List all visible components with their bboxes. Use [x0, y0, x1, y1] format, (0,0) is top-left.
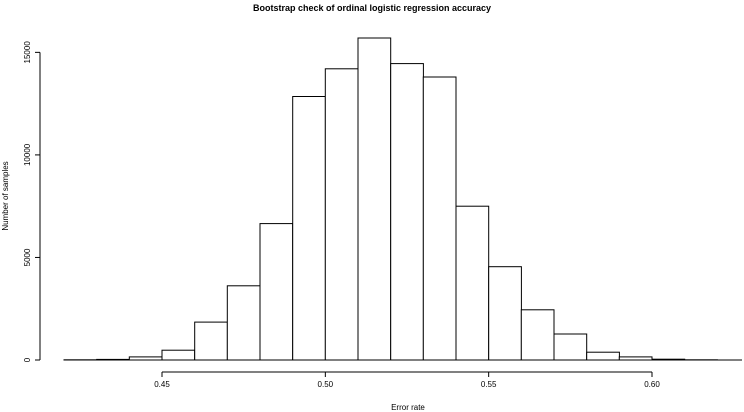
- y-axis: 0 5000 10000 15000: [23, 41, 41, 362]
- y-tick-label: 10000: [23, 143, 32, 166]
- x-tick-label: 0.60: [644, 380, 660, 389]
- y-axis-label: Number of samples: [1, 161, 10, 230]
- chart-title: Bootstrap check of ordinal logistic regr…: [253, 3, 491, 13]
- histogram-bar: [194, 321, 228, 361]
- x-tick-label: 0.55: [481, 380, 497, 389]
- histogram-bar: [161, 349, 196, 361]
- histogram-bar: [586, 351, 620, 361]
- y-tick-label: 15000: [23, 41, 32, 64]
- histogram-bar: [520, 309, 555, 361]
- histogram-bar: [390, 63, 424, 361]
- histogram-bar: [422, 76, 457, 361]
- x-axis: 0.45 0.50 0.55 0.60: [154, 371, 660, 389]
- histogram-bar: [553, 333, 588, 361]
- histogram-bar: [455, 205, 490, 361]
- histogram-bar: [357, 37, 392, 361]
- x-axis-label: Error rate: [391, 403, 425, 412]
- x-tick-label: 0.50: [318, 380, 334, 389]
- y-tick-label: 0: [23, 357, 32, 362]
- x-tick-label: 0.45: [154, 380, 170, 389]
- histogram-bar: [488, 266, 522, 361]
- histogram-bar: [324, 68, 359, 361]
- bars-group: [63, 37, 718, 361]
- histogram-bar: [226, 285, 261, 361]
- y-tick-label: 5000: [23, 248, 32, 266]
- histogram-bar: [292, 96, 326, 361]
- histogram-bar: [259, 223, 294, 361]
